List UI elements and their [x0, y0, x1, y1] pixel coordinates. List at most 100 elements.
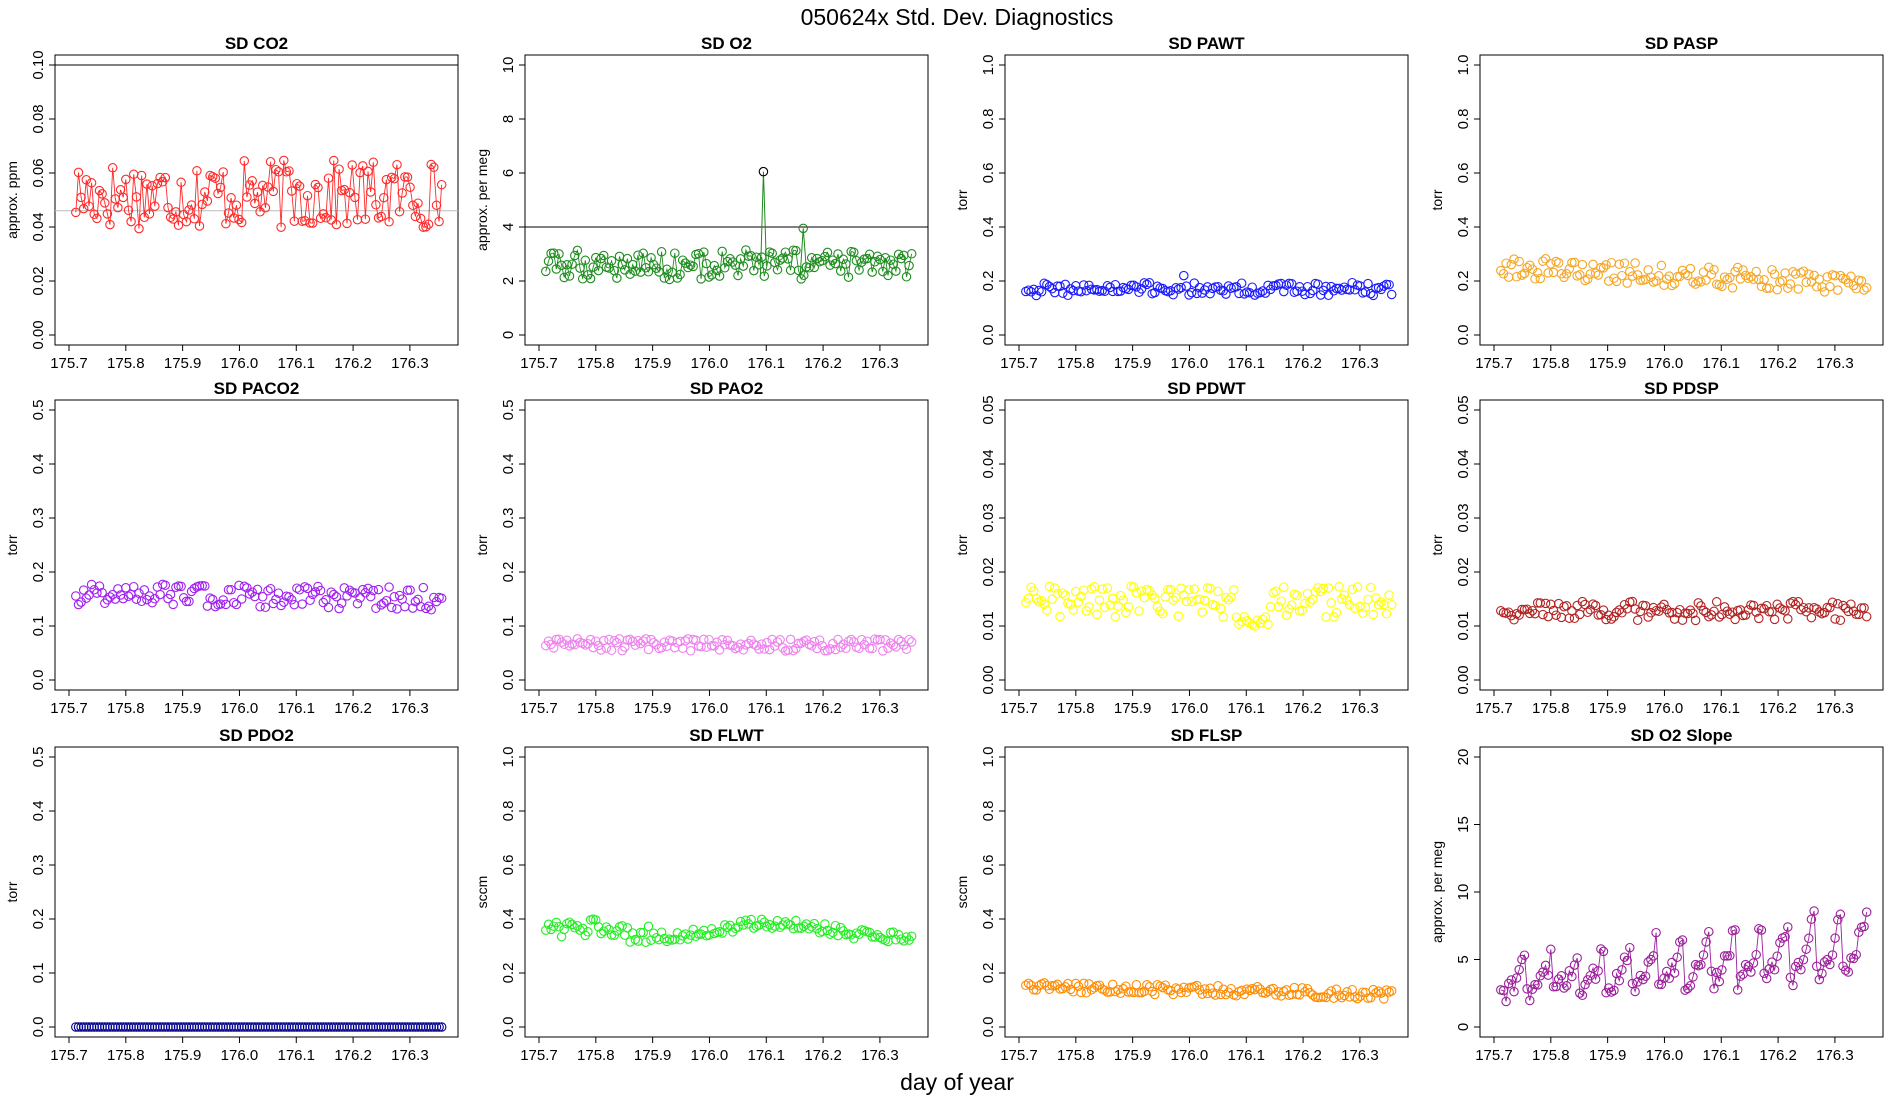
data-point [273, 588, 284, 598]
data-point [825, 644, 835, 654]
x-tick-label: 176.3 [861, 355, 899, 372]
data-point [229, 213, 239, 223]
data-point [363, 166, 373, 177]
data-point [680, 636, 691, 646]
data-point [247, 176, 257, 186]
data-point [1315, 290, 1326, 300]
x-tick-label: 176.2 [1759, 355, 1797, 372]
data-point [78, 203, 89, 214]
data-point [830, 644, 841, 655]
data-point [880, 635, 891, 645]
data-point [1825, 281, 1835, 292]
data-point [163, 202, 173, 213]
data-point [1577, 596, 1588, 607]
data-point [1756, 925, 1767, 935]
y-tick-label: 1.0 [1455, 55, 1472, 76]
y-tick-label: 0.1 [30, 963, 47, 984]
data-point [1525, 995, 1535, 1006]
y-tick-label: 8 [500, 115, 517, 123]
data-point [1060, 279, 1071, 290]
data-point [271, 164, 281, 175]
data-point [1097, 584, 1107, 594]
data-point [1825, 602, 1835, 613]
x-tick-label: 176.2 [804, 355, 842, 372]
data-point [1210, 990, 1221, 1000]
data-point [376, 211, 386, 222]
plot-frame [1479, 399, 1884, 691]
data-point [1767, 264, 1777, 275]
data-point [722, 256, 733, 267]
data-point [801, 919, 812, 929]
data-point [1835, 615, 1846, 626]
data-point [1115, 590, 1126, 601]
panel-title: SD PAO2 [690, 379, 763, 398]
plot-frame [1479, 746, 1884, 1038]
y-tick-label: 0.02 [30, 266, 47, 295]
data-point [171, 1022, 181, 1032]
x-tick-label: 176.0 [1171, 700, 1209, 717]
outlier-point [798, 223, 808, 234]
data-point [226, 193, 236, 203]
data-point [891, 266, 901, 276]
panel-title: SD PAWT [1168, 34, 1245, 53]
data-point [100, 198, 110, 208]
data-point [1326, 598, 1336, 608]
y-tick-label: 0.08 [30, 104, 47, 133]
plot-frame [524, 746, 929, 1038]
data-point [1833, 915, 1843, 925]
data-point [1801, 277, 1811, 288]
data-point [777, 253, 788, 263]
data-point [554, 249, 564, 259]
data-point [415, 601, 426, 612]
data-point [1078, 280, 1089, 290]
y-tick-label: 0.4 [1455, 217, 1472, 238]
data-point [835, 922, 846, 933]
data-point [1305, 597, 1315, 607]
data-point [284, 592, 294, 602]
data-point [1186, 287, 1197, 298]
y-tick-label: 0.05 [1455, 395, 1472, 424]
data-point [279, 155, 289, 166]
data-point [342, 218, 352, 229]
data-point [1804, 933, 1814, 944]
y-tick-label: 0 [500, 331, 517, 339]
data-point [1548, 267, 1559, 278]
data-point [1498, 985, 1509, 996]
data-point [1814, 607, 1825, 617]
data-point [880, 253, 891, 263]
data-point [307, 589, 318, 600]
y-tick-label: 0.6 [1455, 163, 1472, 184]
data-point [1706, 966, 1717, 977]
data-point [749, 265, 759, 276]
data-point [1365, 582, 1376, 593]
data-point [1693, 598, 1704, 608]
data-point [638, 927, 648, 938]
data-point [1793, 284, 1804, 294]
data-point [423, 219, 434, 230]
data-point [1764, 964, 1775, 974]
x-tick-label: 176.0 [221, 700, 259, 717]
data-point [265, 156, 276, 167]
data-point [804, 263, 814, 273]
data-point [126, 216, 136, 227]
data-point [1273, 601, 1284, 612]
data-point [1577, 990, 1588, 1001]
data-point [1255, 287, 1265, 298]
data-point [772, 265, 783, 275]
x-tick-label: 176.2 [334, 700, 372, 717]
data-point [1250, 984, 1260, 995]
data-point [1163, 584, 1173, 595]
data-point [426, 605, 436, 615]
data-point [1215, 603, 1226, 614]
data-point [1297, 605, 1307, 616]
data-point [846, 634, 856, 645]
data-point [1819, 287, 1830, 297]
x-tick-label: 176.3 [1341, 1047, 1379, 1064]
data-point [1257, 286, 1268, 296]
data-point [1023, 593, 1034, 604]
data-point [1379, 994, 1389, 1004]
data-point [1144, 278, 1155, 288]
plot-frame [1004, 54, 1409, 346]
data-point [1548, 605, 1559, 616]
